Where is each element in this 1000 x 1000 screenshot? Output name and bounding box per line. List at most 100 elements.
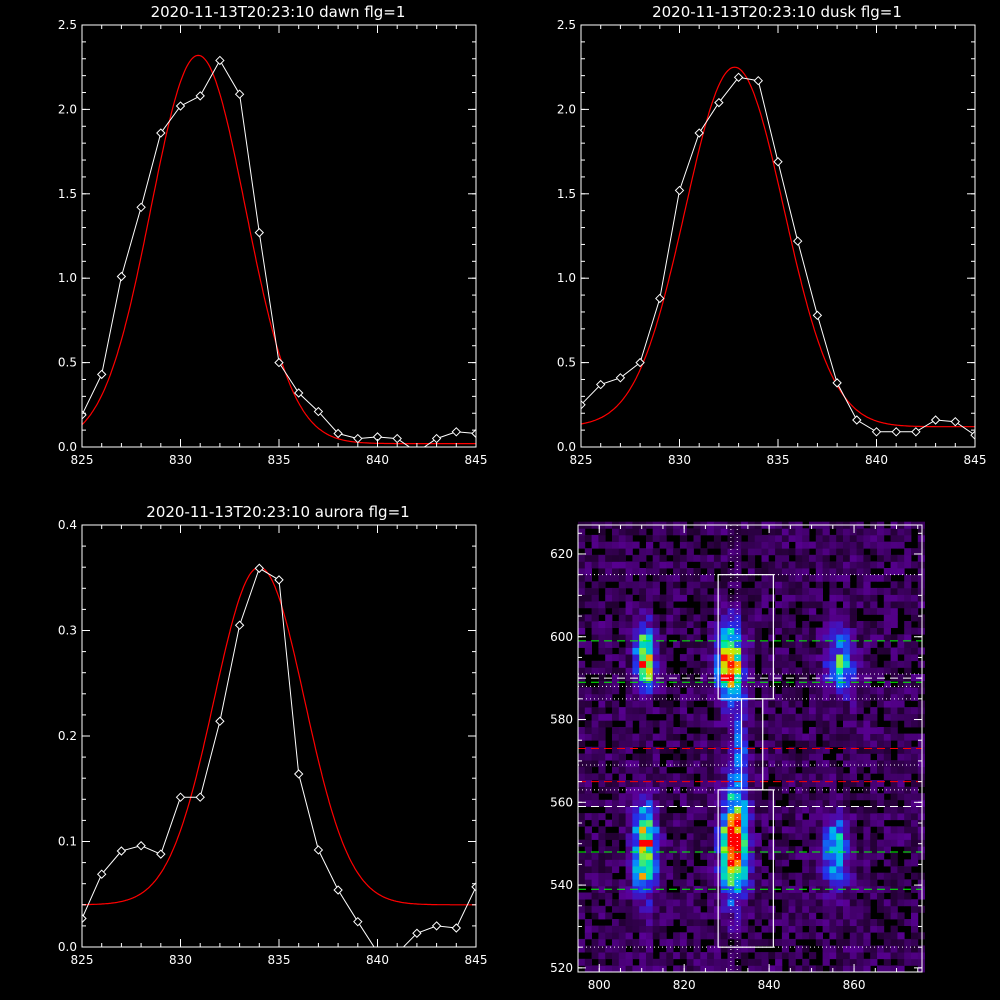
heatmap-cell xyxy=(781,899,790,907)
heatmap-cell xyxy=(679,773,688,781)
heatmap-cell xyxy=(754,932,762,940)
heatmap-cell xyxy=(911,885,919,893)
heatmap-cell xyxy=(795,733,803,741)
heatmap-cell xyxy=(584,594,592,602)
heatmap-cell xyxy=(856,766,864,774)
heatmap-cell xyxy=(904,773,912,781)
heatmap-cell xyxy=(843,905,851,913)
heatmap-cell xyxy=(700,925,708,933)
heatmap-cell xyxy=(815,693,823,701)
heatmap-cell xyxy=(870,561,878,569)
heatmap-cell xyxy=(863,700,871,708)
heatmap-cell xyxy=(863,534,871,542)
heatmap-cell xyxy=(795,727,803,735)
heatmap-cell xyxy=(863,634,871,642)
heatmap-cell xyxy=(727,912,735,920)
heatmap-cell xyxy=(849,925,857,933)
heatmap-cell xyxy=(679,640,688,648)
heatmap-cell xyxy=(693,574,701,582)
heatmap-cell xyxy=(911,826,919,834)
heatmap-cell xyxy=(863,905,871,913)
heatmap-cell xyxy=(639,693,647,701)
heatmap-cell xyxy=(720,746,728,754)
heatmap-cell xyxy=(890,780,898,788)
heatmap-cell xyxy=(673,554,681,562)
heatmap-cell xyxy=(877,554,885,562)
heatmap-cell xyxy=(625,760,633,768)
heatmap-cell xyxy=(578,700,586,708)
heatmap-cell xyxy=(870,660,878,668)
aurora-title: 2020-11-13T20:23:10 aurora flg=1 xyxy=(146,503,409,521)
heatmap-cell xyxy=(883,832,891,840)
heatmap-cell xyxy=(639,574,647,582)
heatmap-cell xyxy=(632,700,640,708)
heatmap-cell xyxy=(754,760,762,768)
heatmap-cell xyxy=(646,905,654,913)
heatmap-cell xyxy=(741,945,749,953)
heatmap-cell xyxy=(775,846,783,854)
heatmap-cell xyxy=(802,554,810,562)
heatmap-cell xyxy=(870,541,878,549)
heatmap-cell xyxy=(646,640,654,648)
heatmap-cell xyxy=(747,872,756,880)
heatmap-cell xyxy=(917,780,925,788)
heatmap-cell xyxy=(775,554,783,562)
heatmap-cell xyxy=(632,872,640,880)
heatmap-cell xyxy=(890,879,898,887)
heatmap-cell xyxy=(863,528,871,536)
heatmap-cell xyxy=(795,720,803,728)
heatmap-cell xyxy=(768,534,776,542)
heatmap-cell xyxy=(700,614,708,622)
heatmap-cell xyxy=(659,932,667,940)
heatmap-cell xyxy=(870,885,878,893)
heatmap-cell xyxy=(904,534,912,542)
heatmap-cell xyxy=(679,866,688,874)
heatmap-cell xyxy=(741,866,749,874)
heatmap-cell xyxy=(598,753,606,761)
heatmap-cell xyxy=(822,819,830,827)
heatmap-cell xyxy=(747,568,756,576)
heatmap-cell xyxy=(686,826,694,834)
heatmap-cell xyxy=(781,760,790,768)
heatmap-cell xyxy=(781,687,790,695)
heatmap-cell xyxy=(911,627,919,635)
heatmap-cell xyxy=(815,773,823,781)
heatmap-cell xyxy=(625,952,633,960)
heatmap-cell xyxy=(781,786,790,794)
heatmap-cell xyxy=(598,780,606,788)
image-xtick-label: 800 xyxy=(588,978,611,992)
heatmap-cell xyxy=(686,674,694,682)
heatmap-cell xyxy=(666,892,674,900)
heatmap-cell xyxy=(727,528,735,536)
heatmap-cell xyxy=(775,621,783,629)
heatmap-cell xyxy=(917,813,925,821)
heatmap-cell xyxy=(584,859,592,867)
heatmap-cell xyxy=(578,753,586,761)
heatmap-cell xyxy=(584,786,592,794)
heatmap-cell xyxy=(578,892,586,900)
heatmap-cell xyxy=(809,932,817,940)
heatmap-cell xyxy=(707,846,715,854)
heatmap-cell xyxy=(693,753,701,761)
heatmap-cell xyxy=(727,952,735,960)
heatmap-cell xyxy=(822,654,830,662)
heatmap-cell xyxy=(720,687,728,695)
heatmap-cell xyxy=(734,581,742,589)
heatmap-cell xyxy=(707,925,715,933)
heatmap-cell xyxy=(849,839,857,847)
heatmap-cell xyxy=(720,740,728,748)
heatmap-cell xyxy=(856,621,864,629)
heatmap-cell xyxy=(625,958,633,966)
heatmap-cell xyxy=(781,654,790,662)
heatmap-cell xyxy=(734,574,742,582)
heatmap-cell xyxy=(612,965,620,973)
heatmap-cell xyxy=(666,905,674,913)
heatmap-cell xyxy=(829,866,837,874)
heatmap-cell xyxy=(578,793,586,801)
heatmap-cell xyxy=(632,766,640,774)
heatmap-cell xyxy=(809,866,817,874)
heatmap-cell xyxy=(598,720,606,728)
heatmap-cell xyxy=(720,919,728,927)
heatmap-cell xyxy=(673,740,681,748)
heatmap-cell xyxy=(591,945,599,953)
